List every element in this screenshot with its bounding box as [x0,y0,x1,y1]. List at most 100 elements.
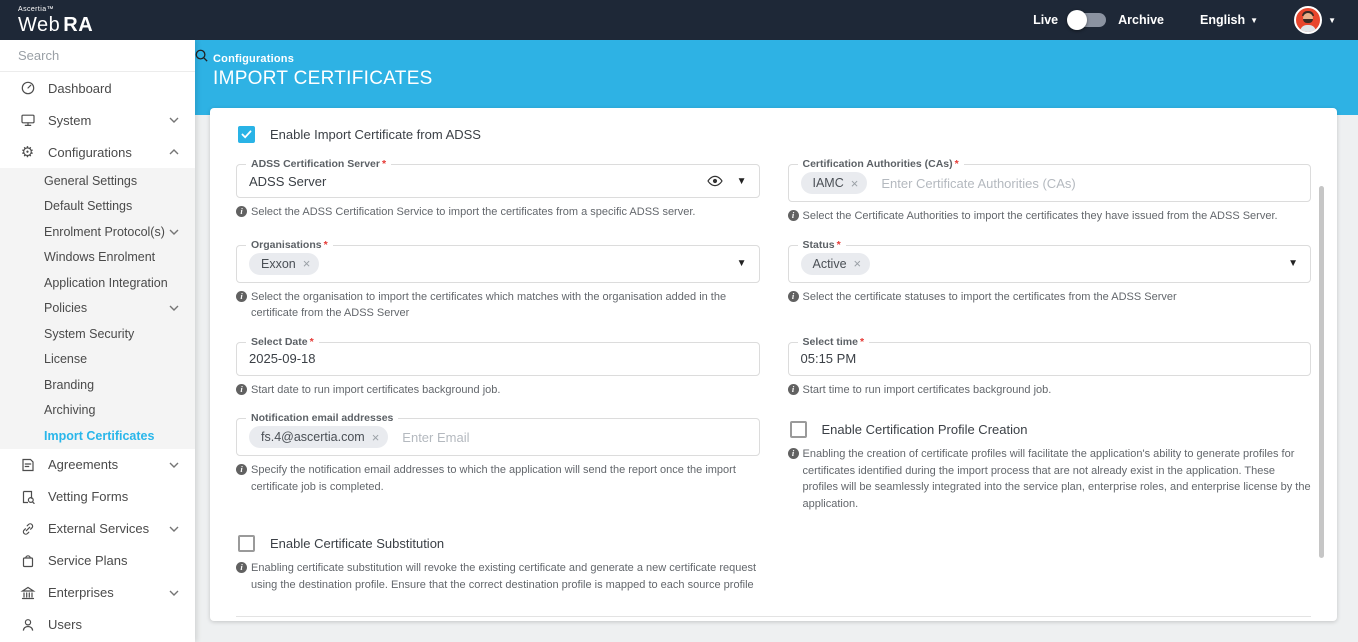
chevron-down-icon [169,305,179,312]
field-label: Certification Authorities (CAs) [802,158,953,170]
emails-input[interactable]: Notification email addresses fs.4@ascert… [236,412,760,456]
sidebar: Dashboard System ⚙ Configurations Genera… [0,40,208,642]
profile-creation-checkbox-row[interactable]: Enable Certification Profile Creation [789,421,1312,438]
required-marker: * [836,238,841,251]
chevron-down-icon: ▼ [1250,15,1259,25]
sidebar-item-dashboard[interactable]: Dashboard [0,72,195,104]
substitution-block: Enable Certificate Substitution i Enablin… [236,525,760,593]
sidebar-item-users[interactable]: Users [0,609,195,641]
chevron-up-icon [169,149,179,155]
chip-remove-icon[interactable]: × [302,256,311,271]
sidebar-item-archiving[interactable]: Archiving [44,403,96,418]
chevron-down-icon [169,117,179,123]
cas-input[interactable]: Certification Authorities (CAs) * IAMC × [787,158,1311,202]
adss-server-select[interactable]: ADSS Certification Server * ADSS Server ▼ [236,158,760,198]
dropdown-caret-icon[interactable]: ▼ [1288,258,1298,269]
chevron-down-icon [169,526,179,532]
help-text: i Start date to run import certificates b… [236,382,760,399]
sidebar-item-import-certificates[interactable]: Import Certificates [44,428,155,443]
chip-remove-icon[interactable]: × [371,429,380,445]
archive-label: Archive [1118,13,1164,27]
sidebar-item-enrolment-protocols[interactable]: Enrolment Protocol(s) [0,219,195,245]
date-input[interactable]: Select Date * 2025-09-18 [236,335,760,376]
toggle-knob[interactable] [1067,10,1088,30]
chip-remove-icon[interactable]: × [853,256,862,271]
emails-field-block: Notification email addresses fs.4@ascert… [236,411,760,512]
sidebar-item-policies[interactable]: Policies [0,296,195,322]
info-icon: i [236,562,247,573]
gear-icon: ⚙ [20,143,35,161]
cas-field-block: Certification Authorities (CAs)* IAMC× i… [787,157,1312,225]
field-label: Notification email addresses [251,412,394,424]
sidebar-item-external-services[interactable]: External Services [0,513,195,545]
language-selector[interactable]: English ▼ [1200,13,1258,27]
time-input[interactable]: Select time * 05:15 PM [787,335,1311,376]
field-label: Status [802,238,835,251]
checkbox-checked-icon[interactable] [238,126,255,143]
substitution-checkbox-row[interactable]: Enable Certificate Substitution [238,535,760,552]
cas-text-input[interactable] [881,175,1298,191]
chip-iamc: IAMC × [800,172,868,194]
chip-remove-icon[interactable]: × [850,175,859,191]
sidebar-item-license[interactable]: License [44,352,88,367]
scrollbar-thumb[interactable] [1319,186,1324,558]
sidebar-item-service-plans[interactable]: Service Plans [0,545,195,577]
breadcrumb: Configurations [213,53,295,65]
chevron-down-icon [169,462,179,468]
app-logo[interactable]: Ascertia™ Web RA [18,6,93,35]
help-text: i Specify the notification email addresse… [236,462,760,495]
sidebar-item-branding[interactable]: Branding [44,377,95,392]
enable-import-checkbox-row[interactable]: Enable Import Certificate from ADSS [238,126,1311,143]
search-icon[interactable] [194,48,209,63]
help-text: i Select the Certificate Authorities to i… [787,208,1312,225]
dropdown-caret-icon[interactable]: ▼ [736,175,747,187]
sidebar-item-application-integration[interactable]: Application Integration [44,275,168,290]
required-marker: * [323,238,328,251]
eye-icon[interactable] [706,175,723,187]
date-value: 2025-09-18 [249,351,316,366]
required-marker: * [954,158,959,170]
page-header: Configurations IMPORT CERTIFICATES [195,40,1358,115]
adss-server-value: ADSS Server [249,173,327,189]
profile-creation-label: Enable Certification Profile Creation [821,422,1028,437]
live-archive-toggle[interactable] [1067,10,1107,30]
sidebar-item-general-settings[interactable]: General Settings [44,173,138,188]
user-menu[interactable]: ▼ [1294,6,1336,34]
checkbox-unchecked-icon[interactable] [789,421,807,438]
search-input[interactable] [18,48,194,63]
required-marker: * [381,158,387,170]
page-title: IMPORT CERTIFICATES [213,68,433,89]
link-icon [19,521,36,537]
live-label: Live [1033,13,1059,27]
chevron-down-icon: ▼ [1328,15,1336,25]
help-text: i Select the ADSS Certification Service t… [236,204,760,221]
bank-icon [19,585,36,601]
enable-import-label: Enable Import Certificate from ADSS [270,127,481,142]
organisations-field-block: Organisations * Exxon × ▼ i Select the orga… [236,238,760,322]
sidebar-item-enterprises[interactable]: Enterprises [0,577,195,609]
chip-exxon: Exxon × [249,252,320,275]
required-marker: * [309,335,314,348]
info-icon: i [236,383,247,395]
field-label: Select time [802,335,858,348]
language-label: English [1200,13,1246,27]
status-select[interactable]: Status * Active × ▼ [787,238,1311,283]
info-icon: i [787,290,799,302]
chevron-down-icon [169,590,179,596]
sidebar-item-system-security[interactable]: System Security [44,326,135,341]
sidebar-item-default-settings[interactable]: Default Settings [44,199,133,214]
dropdown-caret-icon[interactable]: ▼ [736,258,747,269]
checkbox-unchecked-icon[interactable] [238,535,255,552]
sidebar-item-windows-enrolment[interactable]: Windows Enrolment [44,250,156,265]
sidebar-item-agreements[interactable]: Agreements [0,449,195,481]
organisations-select[interactable]: Organisations * Exxon × ▼ [236,238,760,283]
info-icon: i [236,464,247,475]
sidebar-item-system[interactable]: System [0,104,195,136]
substitution-label: Enable Certificate Substitution [270,536,445,551]
sidebar-search [0,40,208,72]
email-text-input[interactable] [402,429,747,445]
sidebar-item-configurations[interactable]: ⚙ Configurations [0,136,195,168]
avatar[interactable] [1294,6,1323,34]
sidebar-item-vetting-forms[interactable]: Vetting Forms [0,481,195,513]
field-label: Organisations [251,238,322,251]
